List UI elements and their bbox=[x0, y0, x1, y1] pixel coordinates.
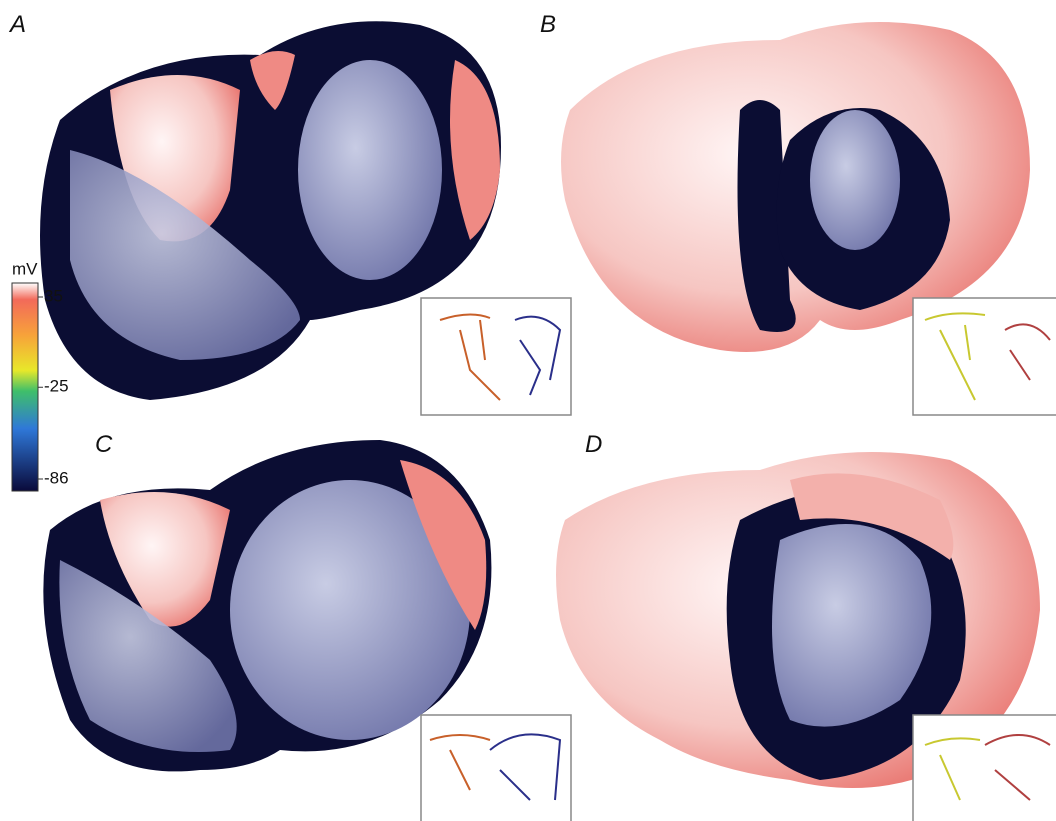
panel-label: A bbox=[8, 11, 26, 38]
colorbar-unit: mV bbox=[12, 259, 38, 278]
panel-label: C bbox=[95, 431, 113, 458]
figure: A B C D mV 35 -25 -86 bbox=[0, 0, 1056, 821]
colorbar-tick-label: -86 bbox=[44, 468, 69, 487]
inset-a bbox=[421, 298, 571, 415]
inset-d bbox=[913, 715, 1056, 821]
panel-label: D bbox=[585, 431, 602, 458]
colorbar-scale bbox=[12, 283, 38, 491]
colorbar: mV 35 -25 -86 bbox=[12, 259, 69, 491]
colorbar-tick-label: -25 bbox=[44, 377, 69, 396]
panel-label: B bbox=[540, 11, 556, 38]
colorbar-tick-label: 35 bbox=[44, 286, 63, 305]
inset-c bbox=[421, 715, 571, 821]
